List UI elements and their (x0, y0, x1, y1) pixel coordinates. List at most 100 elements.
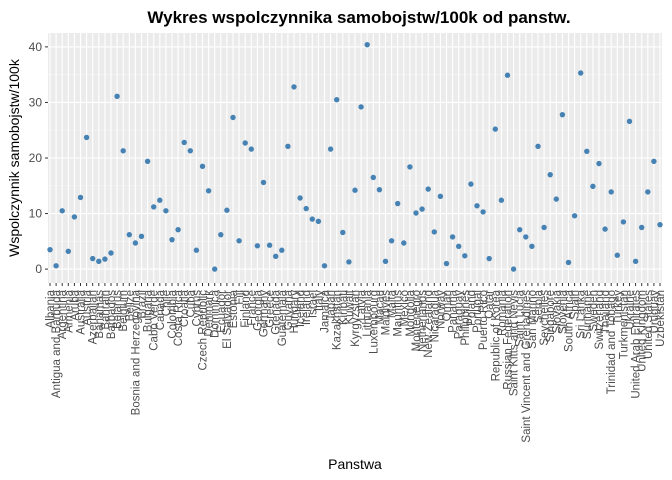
data-points (47, 41, 663, 272)
x-tick-label: Norway (435, 290, 447, 329)
data-point (53, 263, 59, 269)
data-point (321, 263, 328, 269)
data-point (254, 243, 261, 249)
data-point (169, 236, 175, 243)
x-tick-label: United Arab Emirates (631, 290, 643, 399)
data-point (157, 197, 163, 203)
x-tick-label: Saint Lucia (515, 289, 527, 347)
data-point (651, 158, 657, 165)
x-tick-label: Iceland (295, 290, 307, 327)
data-point (413, 210, 419, 216)
data-point (352, 187, 358, 193)
x-tick-label: United Kingdom (637, 290, 649, 372)
x-tick-label: Paraguay (454, 290, 466, 339)
y-tick-label: 10 (29, 207, 43, 221)
data-point (364, 41, 370, 48)
x-tick-label: Poland (466, 290, 478, 326)
x-tick-label: Ireland (301, 290, 313, 325)
x-tick-label: Aruba (69, 289, 81, 320)
data-point (645, 189, 651, 195)
x-tick-label: Belgium (118, 290, 130, 332)
data-point (90, 255, 96, 262)
data-point (370, 174, 376, 181)
x-tick-label: Sweden (588, 290, 600, 332)
x-tick-label: Italy (313, 290, 325, 311)
data-point (443, 260, 450, 267)
x-tick-label: Thailand (600, 290, 612, 334)
data-point (480, 209, 486, 215)
x-tick-label: Guatemala (277, 289, 289, 346)
data-point (59, 208, 65, 214)
x-tick-label: Antigua and Barbuda (51, 289, 63, 398)
x-tick-label: Russian Federation (503, 290, 515, 390)
data-point (608, 189, 614, 195)
x-tick-label: Mexico (399, 290, 411, 326)
data-point (291, 84, 297, 90)
data-point (120, 148, 126, 154)
x-tick-label: Chile (161, 290, 173, 316)
x-tick-label: Seychelles (539, 290, 551, 346)
x-tick-label: Denmark (204, 290, 216, 337)
x-tick-label: Georgia (252, 289, 264, 331)
x-tick-label: Ecuador (216, 290, 228, 333)
x-tick-label: Bulgaria (143, 289, 155, 332)
x-tick-label: New Zealand (423, 290, 435, 358)
x-tick-label: Luxembourg (368, 290, 380, 354)
x-tick-label: Suriname (582, 290, 594, 339)
data-point (486, 255, 492, 262)
data-point (309, 216, 315, 222)
data-point (492, 126, 498, 132)
x-tick-label: Hungary (289, 290, 301, 334)
data-point (559, 111, 566, 118)
data-point (358, 104, 364, 110)
x-tick-label: Bahrain (100, 290, 112, 330)
x-tick-label: Cabo Verde (149, 290, 161, 351)
data-point (138, 233, 145, 240)
data-point (431, 229, 437, 235)
x-tick-label: Latvia (356, 289, 368, 320)
x-tick-label: Turkey (612, 290, 624, 325)
x-tick-label: Lithuania (362, 289, 374, 336)
data-point (315, 218, 322, 225)
data-point (626, 118, 633, 125)
data-point (584, 148, 590, 155)
data-point (425, 186, 431, 192)
x-tick-label: Albania (45, 289, 57, 328)
data-point (224, 207, 230, 213)
data-point (279, 247, 285, 253)
data-point (71, 214, 78, 220)
data-point (529, 243, 535, 250)
data-point (205, 188, 212, 194)
x-tick-label: San Marino (527, 290, 539, 349)
data-point (578, 70, 584, 76)
data-point (523, 234, 529, 240)
data-point (193, 247, 200, 253)
x-tick-label: Cuba (185, 289, 197, 317)
data-point (547, 171, 553, 178)
data-point (449, 234, 456, 240)
data-point (260, 179, 267, 186)
x-tick-label: Bahamas (94, 290, 106, 339)
x-tick-label: Macau (374, 290, 386, 325)
x-tick-label: Maldives (381, 290, 393, 336)
x-tick-label: Cyprus (191, 290, 203, 327)
x-tick-label: United States (643, 290, 655, 359)
data-point (126, 231, 132, 238)
x-tick-label: Croatia (179, 289, 191, 327)
x-tick-label: Nicaragua (429, 289, 441, 342)
x-tick-label: France (246, 290, 258, 326)
x-tick-label: Slovakia (551, 289, 563, 333)
x-tick-label: Saint Kitts and Nevis (509, 290, 521, 396)
data-point (340, 229, 346, 236)
x-tick-label: Portugal (472, 290, 484, 333)
x-tick-label: Trinidad and Tobago (606, 290, 618, 394)
data-point (468, 181, 474, 187)
data-point (620, 219, 627, 225)
x-tick-label: Azerbaijan (88, 290, 100, 344)
data-point (187, 148, 193, 154)
data-point (657, 221, 663, 228)
data-point (96, 258, 102, 265)
x-tick-label: Japan (326, 290, 338, 321)
data-point (553, 196, 559, 202)
